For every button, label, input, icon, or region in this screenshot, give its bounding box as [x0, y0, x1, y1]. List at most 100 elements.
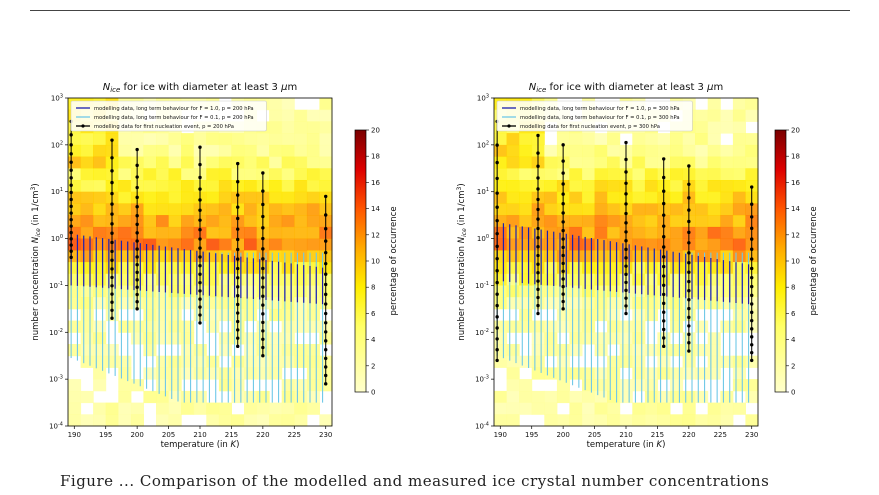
first-nucleation-point: [624, 280, 628, 285]
heatmap-cell: [218, 402, 232, 415]
first-nucleation-point: [110, 240, 114, 245]
heatmap-cell: [745, 144, 759, 158]
heatmap-cell: [281, 180, 295, 193]
heatmap-cell: [695, 297, 709, 310]
first-nucleation-point: [750, 302, 754, 306]
heatmap-cell: [281, 203, 295, 216]
first-nucleation-point: [135, 285, 139, 289]
first-nucleation-point: [198, 246, 202, 250]
heatmap-cell: [732, 180, 746, 193]
legend-label: modelling data, long term behaviour for …: [94, 115, 254, 121]
heatmap-cell: [594, 250, 608, 263]
heatmap-cell: [582, 308, 596, 322]
heatmap-cell: [594, 168, 608, 181]
heatmap-cell: [281, 332, 295, 345]
heatmap-cell: [143, 250, 157, 263]
heatmap-cell: [494, 262, 508, 275]
heatmap-cell: [269, 297, 283, 310]
heatmap-cell: [582, 273, 596, 286]
heatmap-cell: [745, 98, 759, 111]
figure-caption: Figure ... Comparison of the modelled an…: [60, 472, 770, 490]
first-nucleation-point: [536, 151, 540, 155]
first-nucleation-point: [135, 263, 139, 267]
heatmap-cell: [306, 109, 320, 122]
heatmap-cell: [80, 390, 94, 404]
heatmap-cell: [644, 414, 658, 427]
heatmap-cell: [143, 262, 157, 275]
heatmap-cell: [118, 168, 132, 181]
heatmap-cell: [294, 250, 308, 263]
heatmap-cell: [294, 273, 308, 286]
heatmap-cell: [206, 168, 220, 181]
heatmap-cell: [544, 273, 558, 286]
heatmap-cell: [156, 390, 170, 404]
first-nucleation-point: [236, 266, 240, 271]
first-nucleation-point: [69, 152, 73, 156]
heatmap-cell: [494, 133, 508, 146]
first-nucleation-point: [662, 189, 666, 193]
first-nucleation-point: [495, 218, 499, 223]
heatmap-cell: [68, 379, 82, 392]
heatmap-cell: [118, 355, 132, 368]
first-nucleation-point: [236, 285, 240, 289]
heatmap-cell: [569, 203, 583, 216]
heatmap-cell: [707, 402, 721, 415]
heatmap-cell: [644, 273, 658, 286]
heatmap-cell: [269, 273, 283, 286]
first-nucleation-point: [198, 313, 202, 317]
heatmap-cell: [607, 226, 621, 240]
first-nucleation-point: [324, 292, 328, 297]
heatmap-cell: [294, 344, 308, 357]
first-nucleation-point: [495, 205, 499, 209]
heatmap-cell: [556, 367, 570, 380]
heatmap-cell: [218, 262, 232, 275]
heatmap-cell: [306, 250, 320, 263]
first-nucleation-point: [135, 307, 139, 311]
heatmap-cell: [244, 133, 258, 146]
first-nucleation-point: [324, 365, 328, 369]
first-nucleation-point: [261, 320, 265, 325]
heatmap-cell: [244, 168, 258, 181]
heatmap-cell: [281, 133, 295, 146]
heatmap-cell: [569, 180, 583, 193]
heatmap-cell: [218, 344, 232, 357]
heatmap-cell: [644, 262, 658, 275]
heatmap-cell: [269, 203, 283, 216]
heatmap-cell: [269, 250, 283, 263]
first-nucleation-point: [662, 301, 666, 306]
heatmap-cell: [143, 168, 157, 181]
heatmap-cell: [670, 144, 684, 158]
heatmap-cell: [130, 133, 144, 146]
heatmap-cell: [695, 144, 709, 158]
heatmap-cell: [657, 367, 671, 380]
heatmap-cell: [745, 414, 759, 427]
heatmap-cell: [231, 355, 245, 368]
heatmap-cell: [556, 308, 570, 322]
first-nucleation-point: [561, 228, 565, 233]
heatmap-cell: [582, 203, 596, 216]
heatmap-cell: [319, 144, 333, 158]
x-tick-label: 220: [256, 431, 269, 439]
heatmap-cell: [745, 390, 759, 404]
y-tick-label: 10-4: [475, 422, 489, 431]
heatmap-cell: [181, 367, 195, 380]
heatmap-cell: [306, 308, 320, 322]
heatmap-cell: [556, 355, 570, 368]
heatmap-cell: [93, 168, 107, 181]
heatmap-cell: [181, 238, 195, 251]
heatmap-cell: [707, 180, 721, 193]
heatmap-cell: [494, 273, 508, 286]
heatmap-cell: [281, 390, 295, 404]
heatmap-cell: [80, 250, 94, 263]
first-nucleation-point: [561, 284, 565, 289]
heatmap-cell: [218, 332, 232, 345]
heatmap-cell: [531, 320, 545, 333]
heatmap-cell: [218, 285, 232, 298]
heatmap-cell: [644, 133, 658, 146]
heatmap-cell: [181, 355, 195, 368]
heatmap-cell: [93, 144, 107, 158]
heatmap-cell: [93, 156, 107, 169]
first-nucleation-point: [624, 304, 628, 308]
heatmap-cell: [632, 262, 646, 275]
first-nucleation-point: [110, 308, 114, 312]
